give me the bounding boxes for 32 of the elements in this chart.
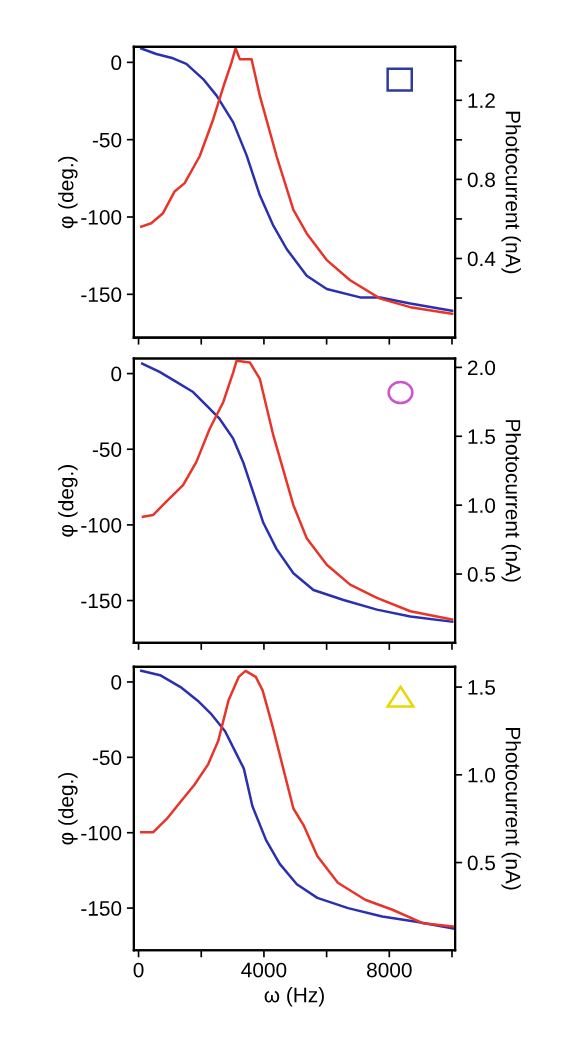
- y2-tick-label: 2.0: [467, 360, 496, 376]
- y-tick-label: -100: [81, 517, 122, 533]
- y2-tick-label: 0.5: [467, 567, 496, 582]
- y-axis-title: φ (deg.): [58, 773, 78, 845]
- y-tick-label: -150: [81, 901, 122, 916]
- y2-tick-label: 0.4: [467, 251, 496, 267]
- y-axis-title: φ (deg.): [58, 465, 78, 537]
- x-axis-title: ω (Hz): [264, 987, 324, 1007]
- y-tick-label: -100: [81, 825, 122, 841]
- y-tick-label: -50: [92, 750, 122, 766]
- x-tick-label: 0: [133, 962, 144, 978]
- y-tick-label: -150: [81, 287, 122, 303]
- y-axis-title: φ (deg.): [58, 156, 78, 229]
- y2-axis-title: Photocurrent (nA): [501, 420, 521, 582]
- y2-axis-title: Photocurrent (nA): [501, 728, 521, 890]
- x-tick-label: 8000: [367, 962, 412, 978]
- y2-axis-title: Photocurrent (nA): [501, 111, 521, 274]
- y2-tick-label: 0.5: [467, 855, 496, 871]
- y-tick-label: 0: [111, 55, 122, 71]
- y-tick-label: -50: [92, 442, 122, 457]
- y-tick-label: 0: [111, 366, 122, 382]
- x-tick-label: 4000: [241, 962, 287, 978]
- y-tick-label: 0: [111, 674, 122, 690]
- y2-tick-label: 1.5: [468, 429, 496, 445]
- y-tick-label: -50: [92, 132, 122, 148]
- y2-tick-label: 1.0: [468, 498, 496, 513]
- y2-tick-label: 1.5: [468, 680, 496, 695]
- y2-tick-label: 0.8: [467, 172, 495, 188]
- y-tick-label: -100: [81, 209, 122, 225]
- y2-tick-label: 1.2: [468, 93, 495, 108]
- y2-tick-label: 1.0: [468, 767, 496, 783]
- y-tick-label: -150: [81, 593, 122, 609]
